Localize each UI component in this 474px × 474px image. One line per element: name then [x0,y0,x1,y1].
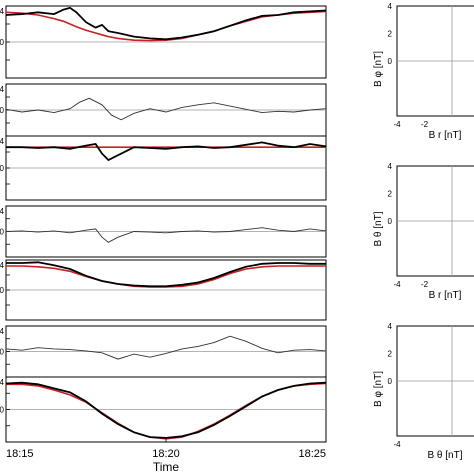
x-tick-label: 18:25 [298,448,326,460]
panel-6: 40 [0,325,327,378]
residual-line [5,335,327,360]
y-tick-label: 2 [388,190,393,199]
y-tick-label: 4 [388,2,393,11]
panel-5: 40 [0,259,327,321]
x-tick-label: -4 [393,440,401,449]
y-tick-label: 0 [0,406,5,415]
x-tick-label: -4 [393,280,401,289]
panel-1: 40 [0,5,327,79]
x-axis-label: B r [nT] [429,130,462,141]
hodogram-1: 4 2 0 -4 -2 B φ [nT] B r [nT] [373,2,474,141]
y-tick-label: 4 [0,261,5,270]
x-axis-label: B r [nT] [429,290,462,301]
hodogram-2: 4 2 0 -4 -2 B θ [nT] B r [nT] [373,162,474,301]
observed-line [6,261,326,288]
y-tick-label: 4 [0,85,5,94]
panel-2: 40 [0,83,327,137]
x-tick-label: -2 [421,120,429,129]
observed-line [6,141,327,162]
panel-4: 40 [0,205,327,258]
x-tick-label: -4 [393,120,401,129]
y-tick-label: 0 [0,106,5,115]
y-axis-label: B θ [nT] [373,211,384,246]
y-tick-label: 0 [0,38,5,47]
y-tick-label: 4 [0,137,5,146]
y-tick-label: 0 [0,348,5,357]
x-axis-label: B θ [nT] [427,450,462,461]
model-line [6,265,326,288]
y-axis-label: B φ [nT] [373,51,384,87]
panel-7: 40 [0,376,327,443]
x-tick-label: 18:20 [152,448,180,460]
y-tick-label: 0 [388,57,393,66]
y-tick-label: 4 [0,378,5,387]
y-tick-label: 4 [388,162,393,171]
y-tick-label: 2 [388,30,393,39]
x-tick-label: 18:15 [6,448,34,460]
observed-line [5,6,327,41]
y-tick-label: 2 [388,350,393,359]
x-axis-label: Time [153,460,180,474]
hodogram-stack: 4 2 0 -4 -2 B φ [nT] B r [nT] 4 2 0 -4 -2 B θ [nT] B … [373,2,474,461]
x-tick-label: -2 [421,280,429,289]
y-tick-label: 4 [0,7,5,16]
model-line [6,382,327,440]
y-tick-label: 4 [388,322,393,331]
y-tick-label: 0 [0,228,5,237]
y-tick-label: 0 [0,286,5,295]
residual-line [5,227,327,243]
hodogram-3: 4 2 0 -4 B φ [nT] B θ [nT] [373,322,474,461]
y-tick-label: 0 [0,164,5,173]
y-tick-label: 0 [388,217,393,226]
y-tick-label: 4 [0,207,5,216]
y-tick-label: 4 [0,327,5,336]
y-axis-label: B φ [nT] [373,371,384,407]
panel-3: 40 [0,135,327,201]
residual-line [5,97,327,121]
observed-line [5,381,327,439]
y-tick-label: 0 [388,377,393,386]
